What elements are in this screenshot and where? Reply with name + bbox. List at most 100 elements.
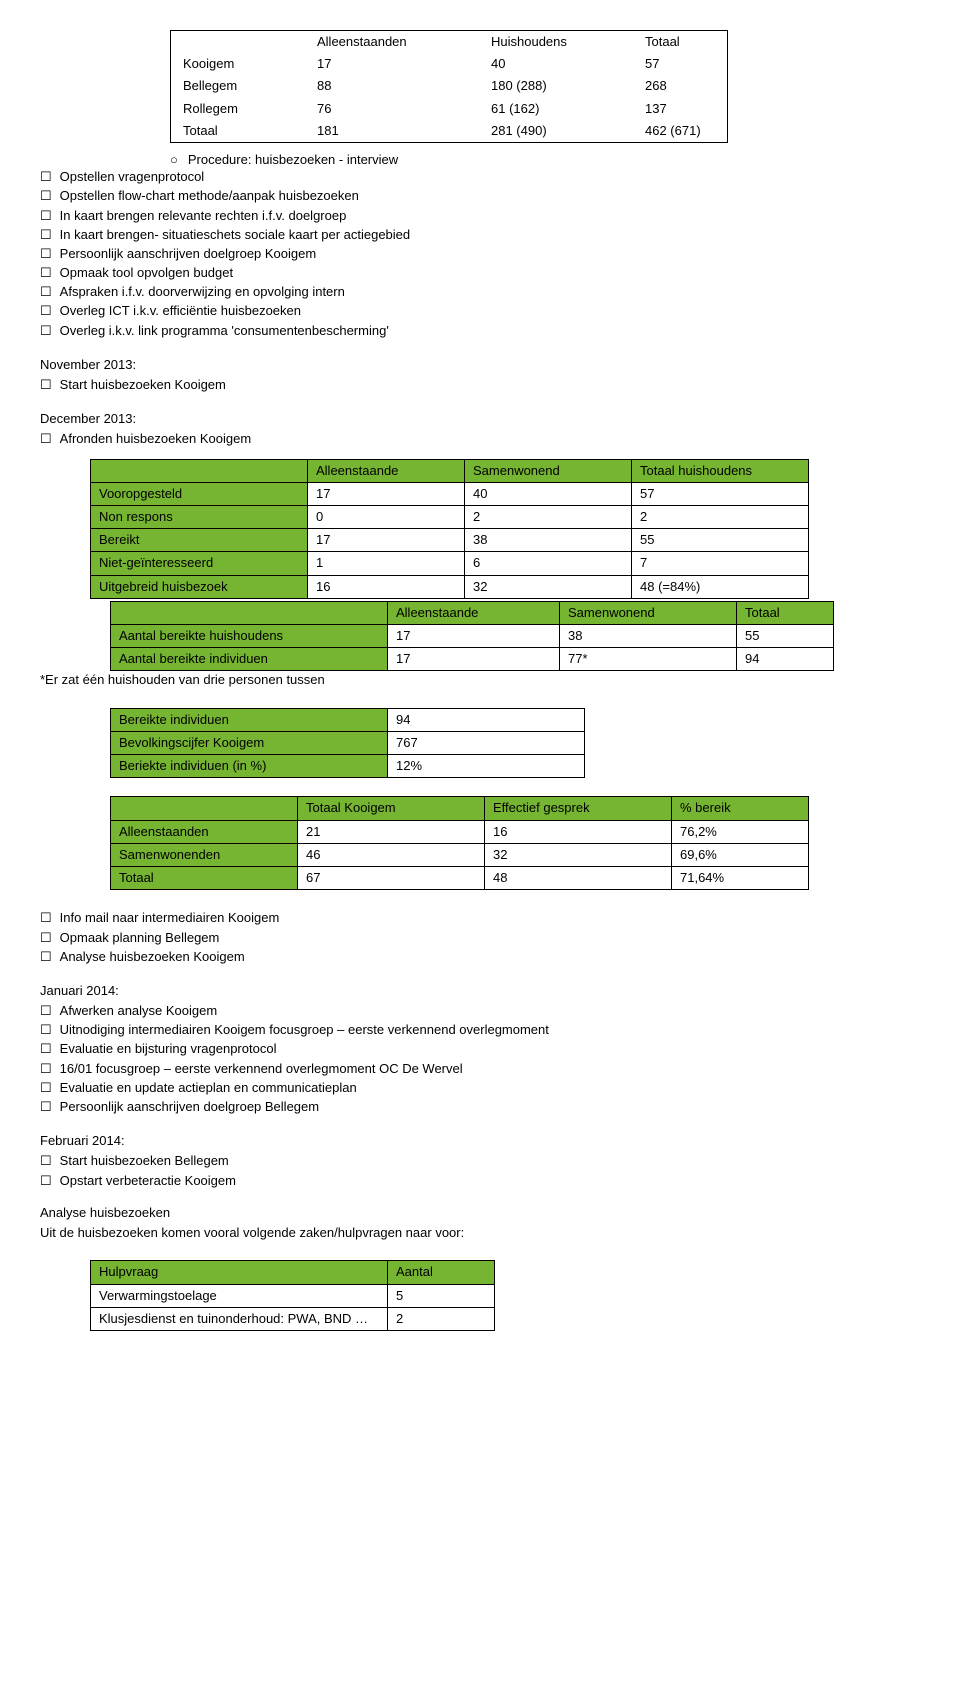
list-item: Info mail naar intermediairen Kooigem bbox=[40, 909, 920, 927]
list-item: Afwerken analyse Kooigem bbox=[40, 1002, 920, 1020]
checkbox-list-jan: Afwerken analyse Kooigem Uitnodiging int… bbox=[40, 1002, 920, 1116]
row-label: Kooigem bbox=[171, 53, 306, 75]
cell: 17 bbox=[388, 624, 560, 647]
col-blank bbox=[111, 601, 388, 624]
closing-subtext: Uit de huisbezoeken komen vooral volgend… bbox=[40, 1224, 920, 1242]
checkbox-list-feb: Start huisbezoeken Bellegem Opstart verb… bbox=[40, 1152, 920, 1189]
list-item: Opmaak planning Bellegem bbox=[40, 929, 920, 947]
cell: 767 bbox=[388, 731, 585, 754]
col-header: Alleenstaande bbox=[308, 459, 465, 482]
list-item: In kaart brengen relevante rechten i.f.v… bbox=[40, 207, 920, 225]
row-label: Alleenstaanden bbox=[111, 820, 298, 843]
cell: 40 bbox=[465, 482, 632, 505]
col-blank bbox=[111, 797, 298, 820]
list-item: Start huisbezoeken Bellegem bbox=[40, 1152, 920, 1170]
row-label: Bereikt bbox=[91, 529, 308, 552]
list-item: Overleg i.k.v. link programma 'consument… bbox=[40, 322, 920, 340]
cell: 76,2% bbox=[672, 820, 809, 843]
results-table-3: Bereikte individuen 94 Bevolkingscijfer … bbox=[110, 708, 585, 779]
results-table-1: Alleenstaande Samenwonend Totaal huishou… bbox=[90, 459, 809, 599]
col-header: Effectief gesprek bbox=[485, 797, 672, 820]
cell: 1 bbox=[308, 552, 465, 575]
cell: 17 bbox=[305, 53, 479, 75]
cell: 21 bbox=[298, 820, 485, 843]
summary-table: Alleenstaanden Huishoudens Totaal Kooige… bbox=[170, 30, 728, 143]
cell: 40 bbox=[479, 53, 633, 75]
list-item: Analyse huisbezoeken Kooigem bbox=[40, 948, 920, 966]
row-label: Vooropgesteld bbox=[91, 482, 308, 505]
hulpvraag-table: Hulpvraag Aantal Verwarmingstoelage 5 Kl… bbox=[90, 1260, 495, 1331]
col-blank bbox=[91, 459, 308, 482]
cell: 61 (162) bbox=[479, 98, 633, 120]
cell: 71,64% bbox=[672, 866, 809, 889]
list-item: Evaluatie en update actieplan en communi… bbox=[40, 1079, 920, 1097]
row-label: Niet-geïnteresseerd bbox=[91, 552, 308, 575]
cell: 55 bbox=[737, 624, 834, 647]
col-header: Totaal Kooigem bbox=[298, 797, 485, 820]
col-header: Totaal bbox=[737, 601, 834, 624]
col-header: Huishoudens bbox=[479, 31, 633, 54]
list-item: 16/01 focusgroep – eerste verkennend ove… bbox=[40, 1060, 920, 1078]
cell: 38 bbox=[560, 624, 737, 647]
cell: 69,6% bbox=[672, 843, 809, 866]
cell: 6 bbox=[465, 552, 632, 575]
row-label: Totaal bbox=[111, 866, 298, 889]
row-label: Bellegem bbox=[171, 75, 306, 97]
cell: 5 bbox=[388, 1284, 495, 1307]
cell: 180 (288) bbox=[479, 75, 633, 97]
cell: 67 bbox=[298, 866, 485, 889]
row-label: Uitgebreid huisbezoek bbox=[91, 575, 308, 598]
list-item: Opmaak tool opvolgen budget bbox=[40, 264, 920, 282]
row-label: Bevolkingscijfer Kooigem bbox=[111, 731, 388, 754]
cell: 17 bbox=[308, 529, 465, 552]
cell: 0 bbox=[308, 505, 465, 528]
col-header: Alleenstaanden bbox=[305, 31, 479, 54]
row-label: Beriekte individuen (in %) bbox=[111, 755, 388, 778]
cell: 12% bbox=[388, 755, 585, 778]
footnote: *Er zat één huishouden van drie personen… bbox=[40, 671, 920, 689]
cell: 57 bbox=[633, 53, 728, 75]
col-header: Totaal bbox=[633, 31, 728, 54]
list-item: Opstart verbeteractie Kooigem bbox=[40, 1172, 920, 1190]
results-table-2: Alleenstaande Samenwonend Totaal Aantal … bbox=[110, 601, 834, 672]
row-label: Totaal bbox=[171, 120, 306, 143]
december-heading: December 2013: bbox=[40, 410, 920, 428]
list-item: In kaart brengen- situatieschets sociale… bbox=[40, 226, 920, 244]
col-header: % bereik bbox=[672, 797, 809, 820]
cell: 16 bbox=[308, 575, 465, 598]
list-item: Opstellen flow-chart methode/aanpak huis… bbox=[40, 187, 920, 205]
list-item: Afronden huisbezoeken Kooigem bbox=[40, 430, 920, 448]
cell: 17 bbox=[308, 482, 465, 505]
list-item: Afspraken i.f.v. doorverwijzing en opvol… bbox=[40, 283, 920, 301]
col-blank bbox=[171, 31, 306, 54]
checkbox-list-nov: Start huisbezoeken Kooigem bbox=[40, 376, 920, 394]
cell: 76 bbox=[305, 98, 479, 120]
cell: 38 bbox=[465, 529, 632, 552]
cell: 55 bbox=[632, 529, 809, 552]
row-label: Aantal bereikte individuen bbox=[111, 648, 388, 671]
cell: 32 bbox=[465, 575, 632, 598]
cell: 46 bbox=[298, 843, 485, 866]
cell: 462 (671) bbox=[633, 120, 728, 143]
cell: 7 bbox=[632, 552, 809, 575]
checkbox-list-a: Opstellen vragenprotocol Opstellen flow-… bbox=[40, 168, 920, 340]
cell: 2 bbox=[465, 505, 632, 528]
cell: 48 bbox=[485, 866, 672, 889]
cell: 48 (=84%) bbox=[632, 575, 809, 598]
february-heading: Februari 2014: bbox=[40, 1132, 920, 1150]
cell: 268 bbox=[633, 75, 728, 97]
row-label: Rollegem bbox=[171, 98, 306, 120]
cell: 32 bbox=[485, 843, 672, 866]
procedure-sub-item: Procedure: huisbezoeken - interview bbox=[170, 151, 920, 169]
list-item: Uitnodiging intermediairen Kooigem focus… bbox=[40, 1021, 920, 1039]
january-heading: Januari 2014: bbox=[40, 982, 920, 1000]
results-table-4: Totaal Kooigem Effectief gesprek % berei… bbox=[110, 796, 809, 890]
row-label: Samenwonenden bbox=[111, 843, 298, 866]
list-item: Start huisbezoeken Kooigem bbox=[40, 376, 920, 394]
cell: 281 (490) bbox=[479, 120, 633, 143]
col-header: Samenwonend bbox=[560, 601, 737, 624]
row-label: Non respons bbox=[91, 505, 308, 528]
list-item: Persoonlijk aanschrijven doelgroep Belle… bbox=[40, 1098, 920, 1116]
cell: 2 bbox=[388, 1307, 495, 1330]
cell: 77* bbox=[560, 648, 737, 671]
